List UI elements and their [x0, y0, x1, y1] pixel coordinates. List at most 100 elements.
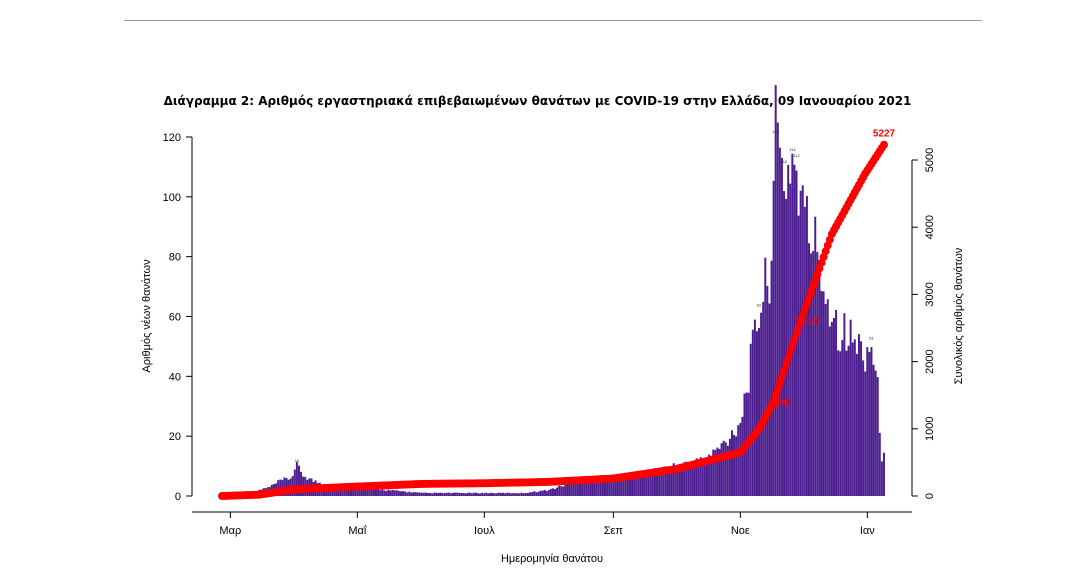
daily-death-bar	[631, 473, 634, 496]
cumulative-point	[788, 341, 797, 350]
cumulative-point	[771, 391, 780, 400]
daily-death-bar	[816, 251, 819, 496]
y-tick-label: 0	[175, 491, 181, 503]
daily-death-bar	[714, 449, 717, 496]
daily-death-bar	[626, 475, 629, 496]
daily-death-bar	[870, 347, 873, 496]
daily-death-bar	[872, 364, 875, 496]
daily-death-bar	[356, 488, 359, 496]
daily-death-bar	[416, 492, 419, 496]
daily-death-bar	[733, 435, 736, 496]
daily-death-bar	[537, 491, 540, 496]
daily-death-bar	[882, 452, 885, 496]
y2-axis-label: Συνολικός αριθμός θανάτων	[953, 247, 965, 384]
daily-death-bar	[753, 319, 756, 496]
cumulative-point	[792, 328, 801, 337]
daily-death-bar	[604, 481, 606, 496]
daily-death-bar	[695, 458, 698, 496]
daily-death-bar	[295, 461, 298, 496]
daily-death-bar	[689, 463, 692, 496]
daily-death-bar	[651, 474, 654, 496]
daily-death-bar	[593, 480, 596, 496]
daily-death-bar	[424, 492, 427, 496]
daily-death-bar	[660, 472, 663, 496]
daily-death-bar	[783, 191, 786, 496]
daily-death-bar	[452, 492, 455, 496]
daily-death-bar	[472, 492, 475, 496]
daily-death-bar	[485, 492, 488, 496]
daily-death-bar	[491, 492, 494, 496]
daily-death-bar	[529, 492, 532, 496]
daily-death-bar	[843, 313, 846, 496]
daily-death-bar	[504, 493, 507, 496]
daily-death-bar	[730, 430, 733, 496]
daily-death-bar	[579, 482, 581, 496]
daily-death-bar	[678, 466, 681, 496]
daily-death-bar	[406, 492, 409, 496]
daily-death-bar	[589, 479, 592, 496]
daily-death-bar	[479, 493, 482, 496]
cumulative-point	[769, 398, 778, 407]
daily-death-bar	[595, 477, 598, 496]
daily-death-bar	[878, 432, 881, 496]
daily-death-bar	[524, 493, 527, 496]
daily-death-bar	[601, 477, 604, 496]
daily-death-bar	[760, 312, 763, 496]
daily-death-bar	[766, 285, 769, 496]
daily-death-bar	[716, 447, 719, 496]
daily-death-bar	[735, 436, 738, 496]
y-tick-label: 120	[163, 132, 181, 144]
daily-death-bar	[749, 343, 752, 496]
y-tick-label: 80	[169, 252, 181, 264]
daily-death-bar	[778, 147, 781, 497]
daily-death-bar	[506, 492, 509, 496]
daily-death-bar	[360, 486, 363, 496]
daily-death-bar	[693, 462, 696, 496]
daily-death-bar	[541, 490, 544, 496]
daily-death-bar	[791, 153, 794, 496]
daily-death-bar	[572, 481, 575, 496]
daily-death-bar	[474, 492, 477, 496]
daily-death-bar	[495, 493, 498, 496]
labels-layer: 10 62 120 114 110 112 51 1398 2614 5227	[295, 129, 896, 463]
daily-death-bar	[435, 492, 438, 496]
y-tick-label: 20	[169, 431, 181, 443]
daily-death-bar	[774, 85, 777, 496]
y-tick-label: 100	[163, 192, 181, 204]
daily-death-bar	[633, 477, 636, 496]
daily-death-bar	[562, 486, 565, 496]
daily-death-bar	[497, 492, 500, 496]
daily-death-bar	[639, 471, 642, 496]
bar-value-label: 51	[869, 335, 874, 340]
daily-death-bar	[837, 350, 840, 496]
daily-death-bar	[772, 180, 775, 496]
daily-death-bar	[622, 478, 625, 496]
daily-death-bar	[741, 416, 744, 496]
daily-death-bar	[647, 473, 650, 496]
cumulative-point	[786, 347, 795, 356]
daily-death-bar	[614, 475, 617, 496]
daily-death-bar	[857, 334, 860, 496]
daily-death-bar	[389, 490, 392, 496]
daily-death-bar	[641, 473, 644, 496]
cumulative-point	[782, 360, 791, 369]
daily-death-bar	[470, 493, 473, 496]
daily-death-bar	[670, 471, 673, 496]
daily-death-bar	[414, 492, 417, 496]
daily-death-bar	[666, 467, 669, 496]
daily-death-bar	[383, 490, 386, 496]
y2-tick-label: 1000	[924, 417, 936, 441]
daily-death-bar	[543, 489, 546, 496]
daily-death-bar	[347, 488, 350, 496]
daily-death-bar	[518, 493, 521, 496]
daily-death-bar	[433, 492, 436, 496]
cumulative-value-label: 2614	[796, 316, 819, 327]
daily-death-bar	[739, 423, 742, 496]
cumulative-point	[773, 385, 782, 394]
daily-death-bar	[454, 492, 457, 496]
daily-death-bar	[443, 492, 446, 496]
daily-death-bar	[477, 493, 479, 496]
daily-death-bar	[410, 492, 413, 496]
daily-death-bar	[637, 473, 640, 496]
daily-death-bar	[674, 469, 677, 496]
